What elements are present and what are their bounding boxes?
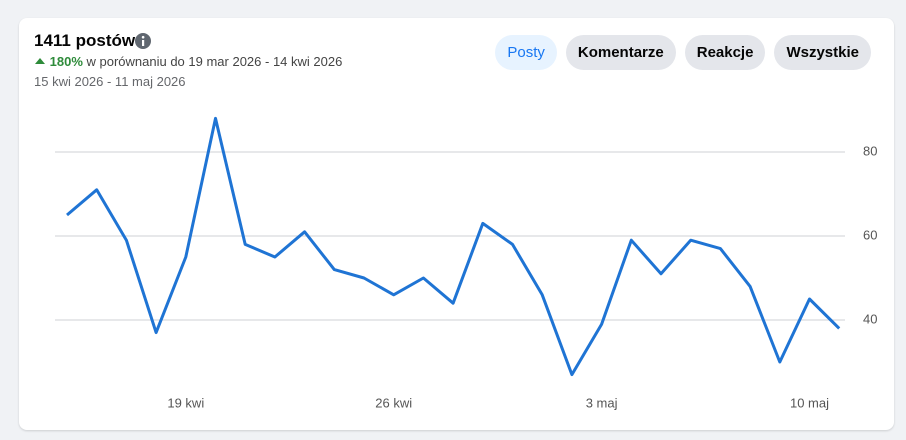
- tabs: Posty Komentarze Reakcje Wszystkie: [495, 35, 871, 70]
- tab-button[interactable]: Komentarze: [565, 35, 676, 70]
- line-series: [66, 116, 841, 377]
- x-tick-label: 3 maj: [586, 395, 618, 410]
- card: 1411 postów 180% w porównaniu do 19 mar …: [19, 18, 894, 430]
- x-tick-label: 19 kwi: [167, 395, 204, 410]
- tab-button[interactable]: Reakcje: [684, 35, 766, 70]
- x-tick-label: 10 maj: [790, 395, 829, 410]
- info-icon[interactable]: [134, 32, 152, 50]
- tab-button[interactable]: Posty: [495, 35, 557, 70]
- comparison: 180% w porównaniu do 19 mar 2026 - 14 kw…: [34, 54, 342, 69]
- up-arrow: [35, 58, 45, 64]
- change-percent: 180%: [49, 54, 83, 69]
- x-tick-label: 26 kwi: [375, 395, 412, 410]
- y-tick-label: 60: [863, 227, 877, 242]
- y-tick-label: 40: [863, 311, 877, 326]
- tab-button[interactable]: Wszystkie: [774, 35, 871, 70]
- chart-title: 1411 postów: [34, 31, 136, 50]
- date-range: 15 kwi 2026 - 11 maj 2026: [34, 74, 186, 89]
- y-tick-label: 80: [863, 143, 877, 158]
- chart: 40 60 80 19 kwi 26 kwi 3 maj 10 maj: [55, 116, 877, 410]
- comparison-text: w porównaniu do 19 mar 2026 - 14 kwi 202…: [86, 54, 343, 69]
